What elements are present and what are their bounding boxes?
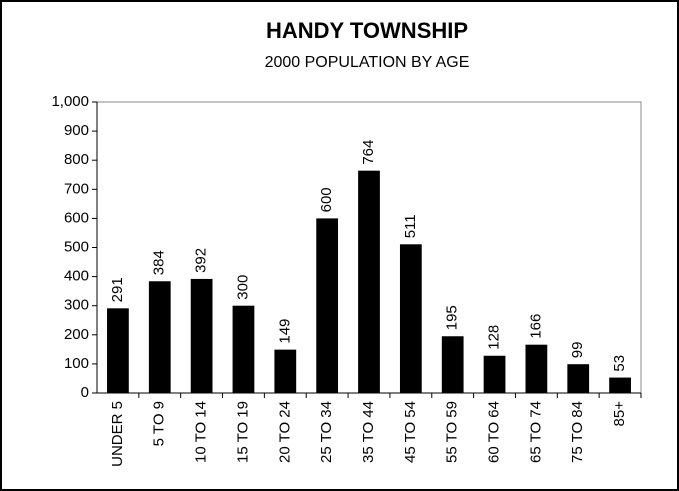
y-tick-label: 1,000 <box>51 93 89 110</box>
bar <box>483 355 506 393</box>
data-label: 99 <box>569 342 586 359</box>
data-label: 195 <box>444 305 461 330</box>
x-tick-label: 60 TO 64 <box>486 401 503 463</box>
y-tick-label: 800 <box>64 151 89 168</box>
bar <box>316 218 339 393</box>
data-label: 149 <box>276 319 293 344</box>
data-label: 300 <box>234 275 251 300</box>
x-tick-label: 55 TO 59 <box>444 401 461 463</box>
bar <box>274 349 297 393</box>
data-label: 291 <box>109 277 126 302</box>
data-label: 392 <box>193 248 210 273</box>
x-tick-label: 75 TO 84 <box>569 401 586 463</box>
x-tick-label: 5 TO 9 <box>151 401 168 446</box>
x-tick-label: UNDER 5 <box>109 401 126 467</box>
data-label: 166 <box>527 314 544 339</box>
chart-title: HANDY TOWNSHIP <box>266 18 468 43</box>
bar <box>190 278 213 393</box>
bar <box>441 336 464 393</box>
data-label: 53 <box>611 355 628 372</box>
y-tick-label: 300 <box>64 297 89 314</box>
y-tick-label: 400 <box>64 268 89 285</box>
bar <box>567 364 590 393</box>
y-tick-label: 600 <box>64 209 89 226</box>
x-tick-label: 65 TO 74 <box>527 401 544 463</box>
x-tick-label: 20 TO 24 <box>276 401 293 463</box>
data-label: 764 <box>360 140 377 165</box>
bar <box>107 308 129 393</box>
x-tick-label: 35 TO 44 <box>360 401 377 463</box>
chart-subtitle: 2000 POPULATION BY AGE <box>265 54 470 71</box>
x-tick-label: 25 TO 34 <box>318 401 335 463</box>
y-tick-label: 0 <box>81 384 89 401</box>
bar <box>399 244 422 393</box>
x-tick-label: 10 TO 14 <box>193 401 210 463</box>
bar <box>525 344 548 393</box>
bar <box>358 170 380 393</box>
y-tick-label: 900 <box>64 122 89 139</box>
data-label: 511 <box>402 214 419 238</box>
bar <box>232 305 255 393</box>
data-label: 384 <box>151 250 168 275</box>
bar <box>148 281 171 393</box>
y-tick-label: 200 <box>64 326 89 343</box>
x-tick-label: 85+ <box>611 401 628 427</box>
data-label: 128 <box>486 325 503 350</box>
y-tick-label: 500 <box>64 238 89 255</box>
x-tick-label: 45 TO 54 <box>402 401 419 463</box>
y-tick-label: 700 <box>64 180 89 197</box>
bar <box>609 377 631 393</box>
y-tick-label: 100 <box>64 355 89 372</box>
x-tick-label: 15 TO 19 <box>234 401 251 463</box>
data-label: 600 <box>318 187 335 212</box>
